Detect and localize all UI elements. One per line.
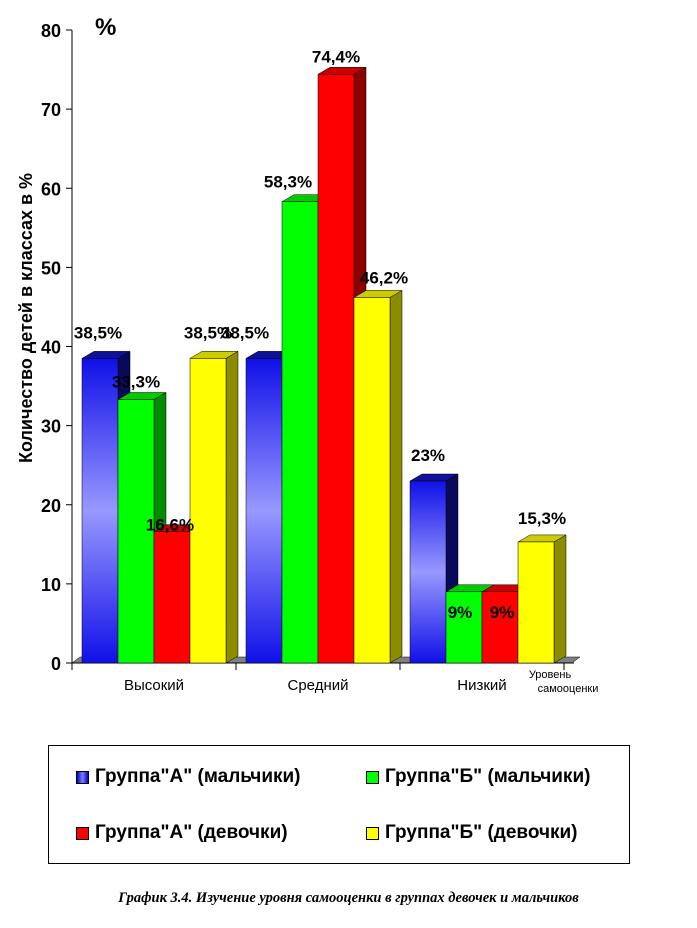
data-label: 15,3%	[518, 509, 566, 528]
data-label: 38,5%	[74, 323, 122, 342]
bar	[409, 480, 447, 664]
legend-item-series-3: Группа"А" (девочки)	[76, 822, 288, 844]
legend-label-series-3: Группа"А" (девочки)	[95, 822, 288, 843]
y-tick-label: 50	[41, 258, 61, 278]
bar	[117, 399, 155, 664]
data-label: 38,5%	[221, 323, 269, 342]
legend-item-series-4: Группа"Б" (девочки)	[366, 822, 578, 844]
bar	[245, 358, 283, 664]
x-tick-label: Средний	[288, 677, 349, 694]
y-unit-label: %	[95, 14, 116, 41]
bar-chart: 0 10 20 30 40 50 60 70 80 % Количество детей в кл…	[16, 14, 598, 695]
legend: Группа"А" (мальчики) Группа"Б" (мальчики…	[48, 745, 630, 864]
y-tick-label: 80	[41, 21, 61, 41]
y-tick-label: 10	[41, 575, 61, 595]
legend-label-series-2: Группа"Б" (мальчики)	[385, 766, 591, 787]
x-tick-label: Низкий	[457, 677, 506, 694]
legend-label-series-1: Группа"А" (мальчики)	[95, 766, 301, 787]
bar	[445, 591, 483, 664]
x-axis-title-line-1: Уровень	[529, 669, 572, 681]
legend-item-series-2: Группа"Б" (мальчики)	[366, 766, 590, 788]
legend-swatch-series-2	[366, 770, 379, 784]
bar	[81, 358, 119, 664]
y-tick-label: 60	[41, 179, 61, 199]
data-label: 38,5%	[184, 323, 232, 342]
bars-layer	[81, 66, 567, 664]
labels-layer: % Количество детей в классах в % Высокий Ср…	[16, 14, 598, 695]
bar	[153, 531, 191, 664]
data-label: 46,2%	[360, 268, 408, 287]
figure-caption: График 3.4. Изучение уровня самооценки в…	[118, 890, 579, 906]
legend-swatch-series-3	[76, 826, 89, 840]
bar	[353, 297, 391, 664]
x-tick-label: Высокий	[124, 677, 184, 694]
legend-label-series-4: Группа"Б" (девочки)	[385, 822, 578, 843]
data-label: 16,6%	[146, 516, 194, 535]
legend-item-series-1: Группа"А" (мальчики)	[76, 766, 301, 788]
data-label: 9%	[490, 603, 515, 622]
y-tick-label: 70	[41, 100, 61, 120]
bar-side	[389, 290, 403, 664]
legend-swatch-series-1	[76, 770, 89, 784]
bar	[189, 358, 227, 664]
data-label: 74,4%	[312, 47, 360, 66]
x-axis-title: Уровень самооценки	[529, 669, 599, 695]
y-tick-label: 0	[51, 654, 61, 674]
bar	[517, 541, 555, 664]
bar	[281, 201, 319, 664]
y-tick-label: 30	[41, 417, 61, 437]
data-label: 9%	[448, 603, 473, 622]
y-tick-label: 40	[41, 338, 61, 358]
x-axis-title-line-2: самооценки	[538, 683, 599, 695]
legend-swatch-series-4	[366, 826, 379, 840]
bar-side	[225, 350, 239, 664]
data-label: 23%	[411, 446, 445, 465]
data-label: 58,3%	[264, 173, 312, 192]
data-label: 33,3%	[112, 373, 160, 392]
bar	[481, 591, 519, 664]
y-axis-title: Количество детей в классах в %	[16, 173, 36, 463]
bar-side	[553, 534, 567, 664]
bar	[317, 74, 355, 664]
y-tick-label: 20	[41, 496, 61, 516]
